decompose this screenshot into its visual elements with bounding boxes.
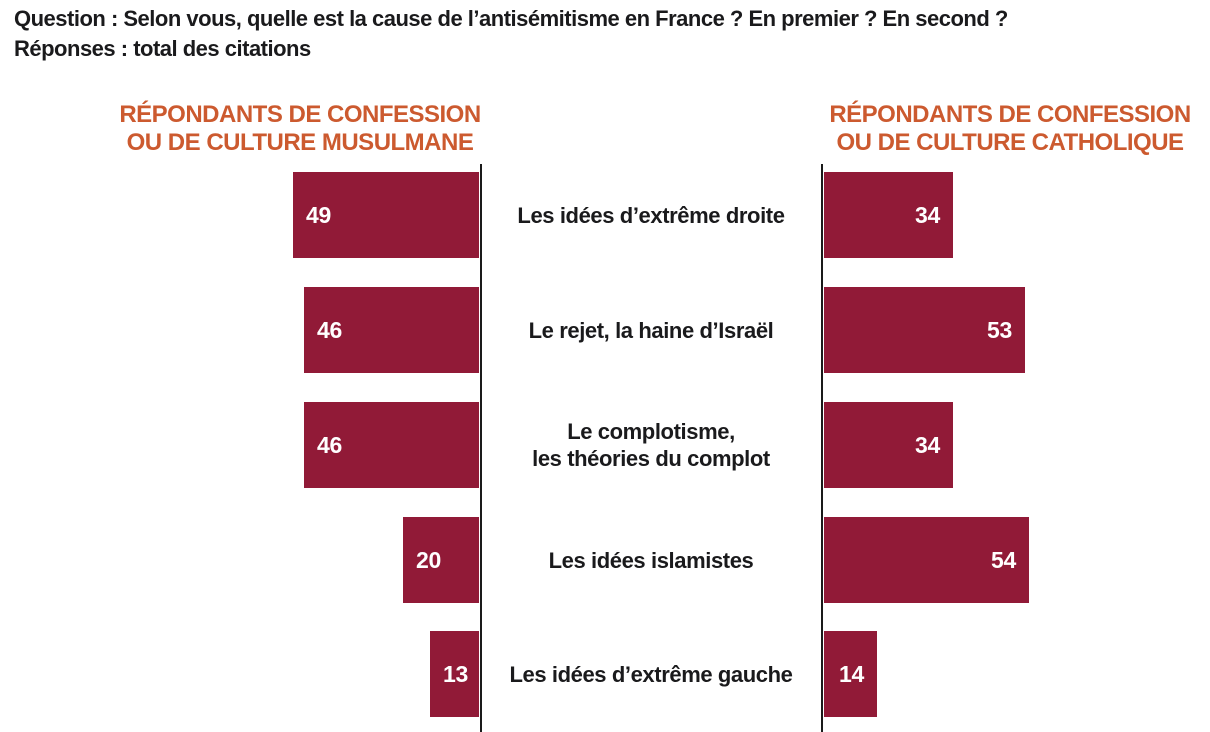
bar-value-catholique: 34 xyxy=(915,201,940,228)
responses-line: Réponses : total des citations xyxy=(14,36,311,61)
right-group-header: RÉPONDANTS DE CONFESSION OU DE CULTURE C… xyxy=(770,101,1210,157)
category-label: Les idées d’extrême gauche xyxy=(509,661,793,687)
chart-row: 20 Les idées islamistes 54 xyxy=(0,517,1210,603)
left-group-header: RÉPONDANTS DE CONFESSION OU DE CULTURE M… xyxy=(60,101,540,157)
left-group-header-line1: RÉPONDANTS DE CONFESSION xyxy=(119,101,481,128)
bar-value-catholique: 34 xyxy=(915,431,940,458)
bar-catholique: 54 xyxy=(824,517,1029,603)
bar-musulmane: 13 xyxy=(430,631,479,717)
category-label: Le complotisme, les théories du complot xyxy=(532,419,770,471)
category-label: Les idées d’extrême droite xyxy=(517,202,785,228)
bar-value-musulmane: 49 xyxy=(306,201,331,228)
bar-musulmane: 20 xyxy=(403,517,479,603)
bar-catholique: 14 xyxy=(824,631,877,717)
bar-value-musulmane: 13 xyxy=(443,660,468,687)
chart-row: 46 Le complotisme, les théories du complo… xyxy=(0,402,1210,488)
bar-catholique: 34 xyxy=(824,402,953,488)
question-title: Question : Selon vous, quelle est la cau… xyxy=(14,4,1194,64)
right-group-header-line1: RÉPONDANTS DE CONFESSION xyxy=(829,101,1191,128)
bar-value-catholique: 53 xyxy=(987,316,1012,343)
bar-value-catholique: 54 xyxy=(991,546,1016,573)
bar-value-catholique: 14 xyxy=(839,660,864,687)
right-group-header-line2: OU DE CULTURE CATHOLIQUE xyxy=(836,129,1184,156)
bar-catholique: 53 xyxy=(824,287,1025,373)
chart-row: 13 Les idées d’extrême gauche 14 xyxy=(0,631,1210,717)
left-axis-line xyxy=(480,164,482,732)
chart-row: 46 Le rejet, la haine d’Israël 53 xyxy=(0,287,1210,373)
left-group-header-line2: OU DE CULTURE MUSULMANE xyxy=(126,129,474,156)
category-label: Les idées islamistes xyxy=(548,547,754,573)
right-axis-line xyxy=(821,164,823,732)
bar-value-musulmane: 20 xyxy=(416,546,441,573)
question-line: Question : Selon vous, quelle est la cau… xyxy=(14,6,1008,31)
bar-value-musulmane: 46 xyxy=(317,316,342,343)
chart-row: 49 Les idées d’extrême droite 34 xyxy=(0,172,1210,258)
bar-musulmane: 46 xyxy=(304,402,479,488)
bar-musulmane: 49 xyxy=(293,172,479,258)
bar-musulmane: 46 xyxy=(304,287,479,373)
category-label: Le rejet, la haine d’Israël xyxy=(528,317,774,343)
bar-catholique: 34 xyxy=(824,172,953,258)
bar-value-musulmane: 46 xyxy=(317,431,342,458)
